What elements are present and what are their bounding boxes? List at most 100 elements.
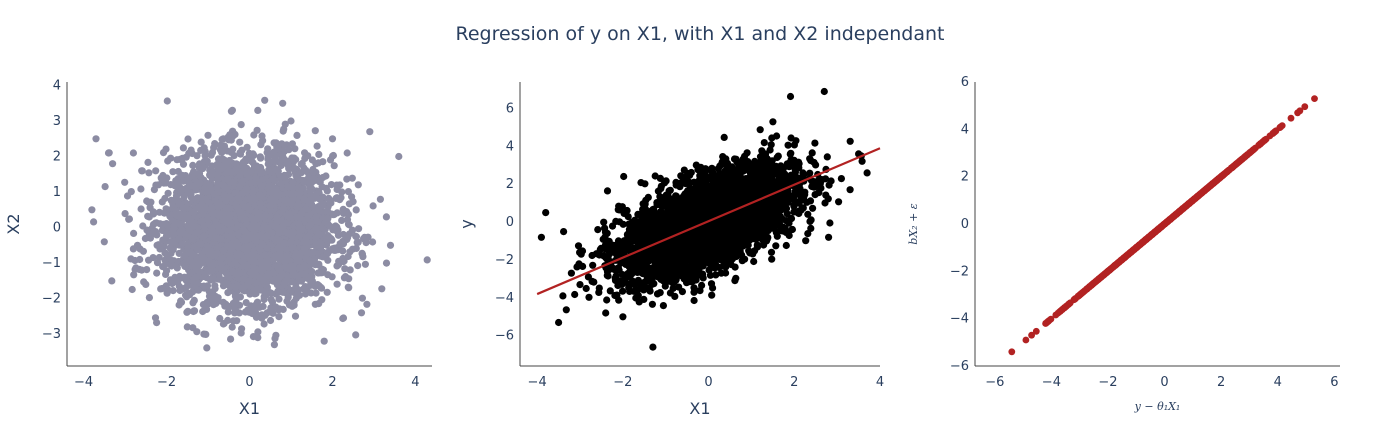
scatter-point: [348, 174, 356, 182]
scatter-point: [179, 160, 188, 168]
scatter-point: [224, 289, 232, 297]
scatter-point: [352, 232, 360, 240]
scatter-point: [249, 188, 257, 196]
scatter-point: [344, 188, 352, 196]
x-tick-label: 2: [328, 375, 336, 390]
scatter-point: [333, 280, 341, 288]
scatter-point: [142, 280, 150, 288]
scatter-point: [241, 203, 250, 211]
scatter-point: [306, 257, 314, 265]
scatter-point: [355, 225, 363, 233]
scatter-point: [162, 233, 170, 241]
scatter-point: [237, 121, 245, 129]
scatter-point: [170, 230, 178, 238]
scatter-point: [281, 173, 289, 181]
scatter-points: [537, 87, 871, 351]
scatter-point: [268, 298, 277, 306]
scatter-point: [313, 190, 321, 198]
scatter-point: [153, 319, 161, 327]
scatter-point: [284, 229, 292, 237]
scatter-point: [354, 181, 362, 189]
scatter-point: [323, 187, 331, 195]
scatter-point: [229, 145, 237, 153]
scatter-point: [257, 200, 265, 208]
scatter-point: [339, 314, 348, 322]
scatter-point: [287, 199, 295, 207]
scatter-point: [330, 244, 339, 252]
scatter-point: [333, 194, 341, 202]
y-tick-label: 3: [53, 114, 61, 129]
scatter-point: [175, 200, 183, 208]
scatter-point: [311, 300, 319, 308]
scatter-point: [276, 246, 284, 254]
scatter-point: [235, 207, 243, 215]
scatter-point: [339, 247, 347, 255]
scatter-point: [369, 202, 377, 210]
scatter-point: [307, 221, 315, 229]
scatter-point: [382, 259, 391, 267]
scatter-point: [145, 169, 153, 177]
scatter-point: [141, 234, 149, 243]
scatter-point: [171, 273, 179, 281]
scatter-point: [247, 156, 255, 164]
scatter-point: [204, 266, 212, 274]
scatter-point: [218, 148, 226, 157]
scatter-point: [270, 148, 278, 156]
scatter-point: [207, 228, 215, 236]
x-tick-label: −4: [74, 375, 93, 390]
scatter-point: [320, 337, 328, 345]
scatter-point: [238, 178, 246, 186]
y-tick-label: 1: [53, 185, 61, 200]
scatter-point: [153, 259, 162, 267]
scatter-point: [261, 211, 269, 220]
scatter-point: [339, 205, 347, 213]
scatter-point: [310, 174, 318, 182]
scatter-point: [237, 329, 245, 337]
scatter-point: [352, 331, 360, 339]
scatter-point: [341, 265, 349, 273]
scatter-point: [123, 192, 132, 200]
scatter-point: [241, 164, 249, 172]
scatter-point: [192, 264, 200, 272]
scatter-point: [261, 251, 269, 259]
scatter-point: [301, 149, 309, 157]
scatter-point: [190, 168, 198, 176]
scatter-point: [212, 292, 220, 301]
scatter-point: [184, 135, 192, 143]
y-tick-label: 4: [53, 79, 61, 94]
scatter-point: [137, 205, 145, 213]
scatter-point: [263, 232, 271, 240]
scatter-point: [281, 219, 289, 227]
scatter-point: [243, 261, 251, 270]
scatter-point: [293, 213, 301, 221]
scatter-point: [338, 216, 346, 224]
scatter-point: [189, 161, 197, 169]
scatter-point: [254, 106, 262, 114]
chart-title: Regression of y on X1, with X1 and X2 in…: [456, 23, 945, 45]
scatter-point: [207, 151, 215, 159]
scatter-point: [156, 220, 164, 228]
scatter-point: [236, 250, 244, 258]
scatter-point: [288, 278, 296, 286]
scatter-point: [290, 164, 298, 172]
scatter-point: [344, 234, 352, 242]
scatter-point: [253, 223, 261, 231]
scatter-point: [294, 200, 302, 209]
scatter-point: [222, 269, 230, 278]
scatter-point: [211, 140, 219, 148]
scatter-point: [756, 126, 764, 134]
scatter-point: [345, 284, 353, 292]
scatter-point: [273, 218, 281, 226]
scatter-point: [88, 206, 96, 214]
scatter-point: [138, 167, 146, 175]
scatter-point: [193, 152, 201, 160]
scatter-point: [165, 286, 173, 294]
scatter-point: [258, 240, 267, 249]
scatter-point: [279, 204, 288, 213]
scatter-point: [296, 189, 304, 197]
x-tick-label: 0: [245, 375, 253, 390]
scatter-point: [603, 296, 611, 304]
scatter-point: [311, 127, 319, 135]
scatter-point: [357, 309, 366, 317]
